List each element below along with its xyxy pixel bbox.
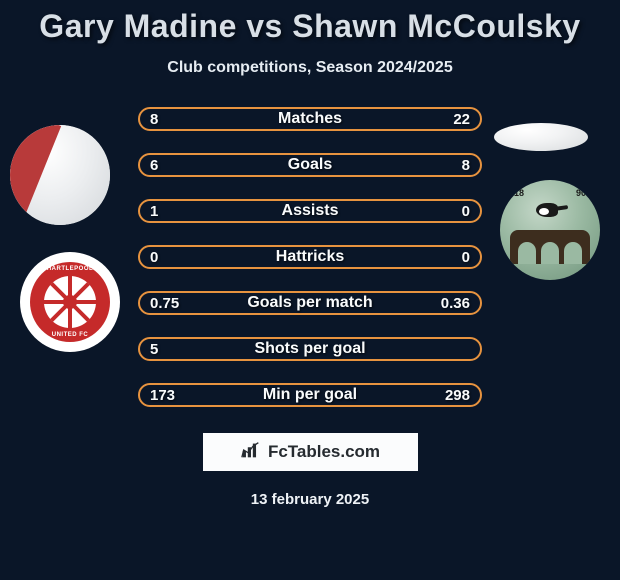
footer-brand-text: FcTables.com [268, 442, 380, 462]
stat-left-value: 1 [150, 203, 190, 220]
stat-left-value: 0 [150, 249, 190, 266]
stat-label: Assists [282, 202, 339, 220]
stat-row-goals-per-match: 0.75 Goals per match 0.36 [138, 291, 482, 315]
stat-row-shots-per-goal: 5 Shots per goal [138, 337, 482, 361]
bridge-icon [510, 230, 590, 264]
stat-left-value: 6 [150, 157, 190, 174]
stat-right-value: 22 [430, 111, 470, 128]
stat-right-value: 298 [430, 387, 470, 404]
player-right-ball-icon [494, 123, 588, 151]
stat-label: Goals per match [247, 294, 372, 312]
badge-year-left: 18 [514, 188, 524, 198]
club-badge-left: HARTLEPOOL UNITED FC [20, 252, 120, 352]
stat-row-hattricks: 0 Hattricks 0 [138, 245, 482, 269]
chart-bar-icon [240, 439, 262, 466]
stat-left-value: 5 [150, 341, 190, 358]
subtitle: Club competitions, Season 2024/2025 [167, 59, 452, 77]
club-badge-right: 18 90 [500, 180, 600, 280]
stat-label: Matches [278, 110, 342, 128]
stat-label: Min per goal [263, 386, 357, 404]
stat-label: Hattricks [276, 248, 344, 266]
badge-year-right: 90 [576, 188, 586, 198]
badge-left-text-top: HARTLEPOOL [30, 266, 110, 272]
badge-left-text-bottom: UNITED FC [30, 332, 110, 338]
stat-row-goals: 6 Goals 8 [138, 153, 482, 177]
stat-left-value: 0.75 [150, 295, 190, 312]
stat-row-assists: 1 Assists 0 [138, 199, 482, 223]
page-title: Gary Madine vs Shawn McCoulsky [39, 8, 580, 45]
stat-right-value: 8 [430, 157, 470, 174]
stat-left-value: 8 [150, 111, 190, 128]
stat-right-value: 0.36 [430, 295, 470, 312]
player-left-avatar [10, 125, 110, 225]
stat-left-value: 173 [150, 387, 190, 404]
stat-label: Shots per goal [254, 340, 365, 358]
footer-brand-box: FcTables.com [203, 433, 418, 471]
magpie-icon [536, 200, 564, 220]
stat-right-value: 0 [430, 203, 470, 220]
stat-label: Goals [288, 156, 332, 174]
generated-date: 13 february 2025 [251, 491, 369, 508]
stat-row-min-per-goal: 173 Min per goal 298 [138, 383, 482, 407]
stat-row-matches: 8 Matches 22 [138, 107, 482, 131]
stat-right-value: 0 [430, 249, 470, 266]
